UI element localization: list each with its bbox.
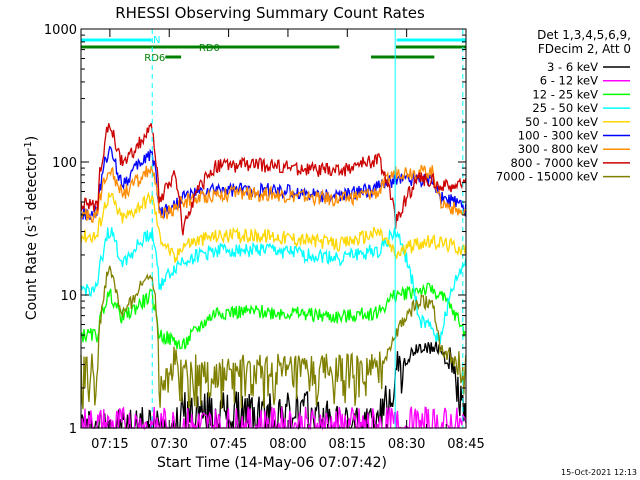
legend-label-8: 7000 - 15000 keV [496,170,598,184]
x-tick-label-1: 07:30 [151,437,188,452]
x-tick-label-5: 08:30 [388,437,425,452]
y-axis-label-main: Count Rate (s [24,225,40,320]
marker-lines [151,29,464,428]
chart-title: RHESSI Observing Summary Count Rates [115,4,425,22]
series-group [80,122,467,431]
plot-frame [80,28,467,429]
series-line-8 [80,265,467,410]
series-line-2 [80,282,467,350]
legend-label-5: 100 - 300 keV [518,129,598,143]
axis-ticks: 07:15 07:30 07:45 08:00 08:15 08:30 08:45 1 10 10… [44,23,485,452]
x-tick-label-6: 08:45 [447,437,484,452]
series-line-3 [80,227,467,345]
legend-label-1: 6 - 12 keV [540,74,598,88]
y-axis-label: Count Rate (s-1 detector-1) [23,136,41,320]
y-axis-label-end: ) [24,136,40,141]
x-tick-label-2: 07:45 [210,437,247,452]
footer-date: 15-Oct-2021 12:13 [561,468,637,477]
x-tick-label-4: 08:15 [329,437,366,452]
series-line-4 [80,191,467,263]
legend-label-6: 300 - 800 keV [518,142,598,156]
x-axis-label: Start Time (14-May-06 07:07:42) [157,455,387,471]
x-tick-label-3: 08:00 [269,437,306,452]
series-line-7 [80,122,467,236]
y-tick-label-1: 10 [60,289,77,304]
y-axis-label-sup1: -1 [23,215,34,225]
y-axis-label-sup2: -1 [23,141,34,151]
status-label-rd0: RD0 [199,43,220,54]
y-axis-label-mid: detector [24,151,40,215]
series-line-6 [80,164,467,223]
legend-label-0: 3 - 6 keV [547,60,598,74]
legend-label-7: 800 - 7000 keV [510,156,598,170]
legend: Det 1,3,4,5,6,9, FDecim 2, Att 0 3 - 6 k… [496,28,631,184]
status-label-rd6: RD6 [144,53,165,64]
series-line-5 [80,145,467,220]
legend-header-line2: FDecim 2, Att 0 [538,42,631,56]
status-label-n: N [153,35,160,46]
y-tick-label-2: 100 [52,156,77,171]
x-tick-label-0: 07:15 [91,437,128,452]
y-tick-label-0: 1 [69,422,77,437]
legend-label-4: 50 - 100 keV [525,115,598,129]
legend-header-line1: Det 1,3,4,5,6,9, [537,28,631,42]
y-tick-label-3: 1000 [44,23,77,38]
status-bars: N RD0 RD6 [81,35,466,64]
legend-label-3: 25 - 50 keV [532,101,598,115]
legend-label-2: 12 - 25 keV [532,87,598,101]
